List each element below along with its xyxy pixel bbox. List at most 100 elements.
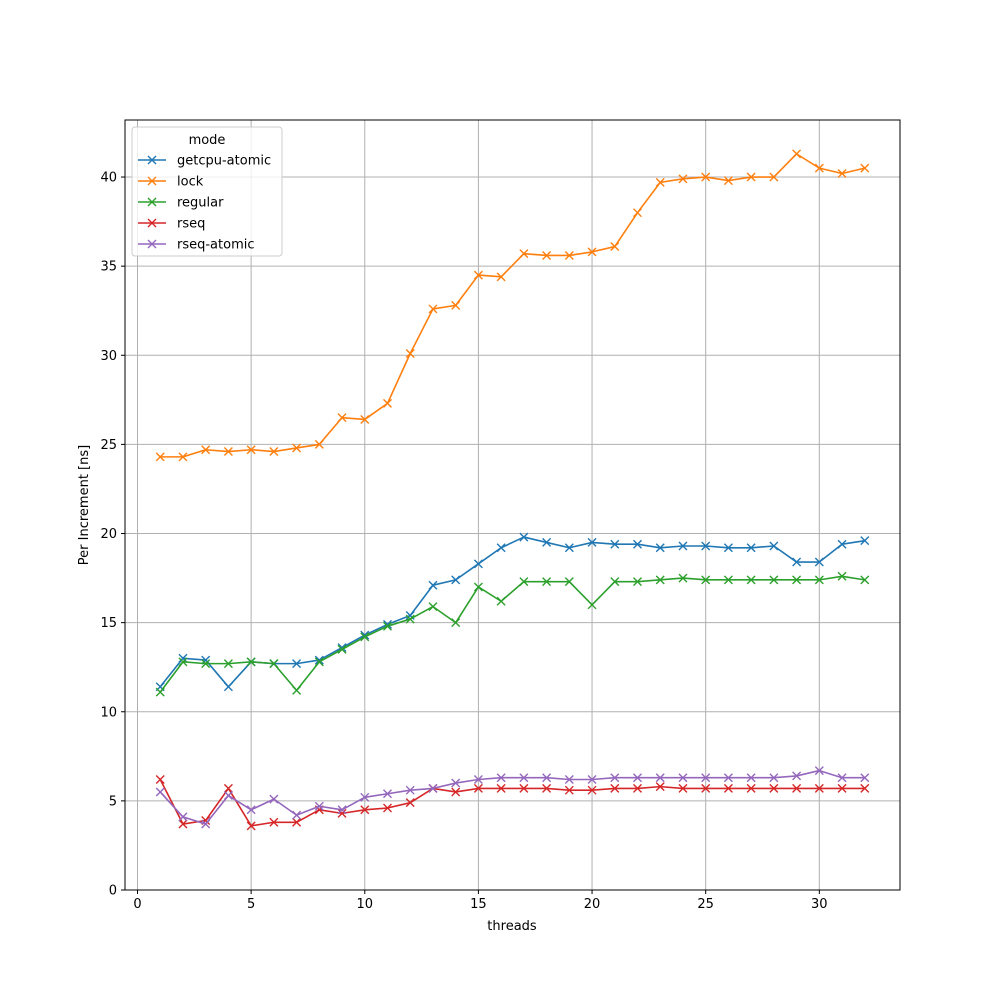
data-point [496, 272, 506, 282]
y-tick-label: 35 [100, 260, 117, 275]
data-point [655, 575, 665, 585]
data-point [837, 168, 847, 178]
data-point [633, 773, 642, 783]
data-point [155, 687, 165, 697]
data-point [723, 783, 733, 793]
data-point [587, 774, 597, 784]
x-tick-label: 30 [811, 897, 828, 912]
data-point [837, 783, 847, 793]
data-point [360, 632, 370, 642]
data-point [337, 644, 347, 654]
data-point [451, 618, 461, 628]
data-point [564, 250, 574, 260]
series-line-lock [160, 153, 865, 458]
x-tick-label: 25 [697, 897, 714, 912]
legend-label: rseq-atomic [177, 238, 255, 253]
data-point [814, 766, 824, 776]
data-point [655, 773, 665, 783]
data-point [837, 539, 847, 549]
data-point [769, 575, 779, 585]
legend-label: getcpu-atomic [177, 154, 271, 169]
plot-frame [124, 119, 901, 891]
data-point [701, 172, 711, 182]
legend-item-rseq-atomic: rseq-atomic [138, 238, 255, 253]
data-point [519, 577, 529, 587]
series-rseq-atomic [155, 766, 870, 829]
x-tick-label: 20 [584, 897, 601, 912]
data-point [451, 300, 461, 310]
data-point [610, 783, 620, 793]
data-point [610, 242, 620, 252]
data-point [428, 580, 438, 590]
y-tick-label: 30 [100, 349, 117, 364]
y-tick-label: 15 [100, 616, 117, 631]
data-point [746, 575, 756, 585]
data-point [701, 541, 711, 551]
data-point [633, 783, 642, 793]
data-point [814, 783, 824, 793]
x-tick-label: 0 [133, 897, 141, 912]
data-point [746, 543, 756, 553]
data-point [314, 657, 324, 667]
data-point [292, 659, 302, 669]
legend-marker [147, 218, 157, 228]
legend-item-getcpu-atomic: getcpu-atomic [138, 154, 271, 169]
data-point [519, 773, 529, 783]
data-point [246, 657, 256, 667]
data-point [314, 801, 324, 811]
data-point [155, 452, 165, 462]
data-point [701, 773, 711, 783]
data-point [542, 783, 552, 793]
data-point [269, 817, 279, 827]
data-point [701, 575, 711, 585]
data-point [405, 614, 415, 624]
data-point [246, 821, 256, 831]
data-point [678, 573, 688, 583]
series-line-rseq-atomic [159, 769, 865, 825]
data-point [678, 541, 688, 551]
data-point [473, 270, 483, 280]
data-point [473, 783, 483, 793]
series-line-getcpu-atomic [159, 536, 865, 688]
data-point [860, 773, 870, 783]
legend-title: mode [189, 133, 226, 148]
x-tick-label: 5 [247, 897, 255, 912]
data-point [201, 445, 211, 455]
data-point [428, 783, 438, 793]
y-tick-label: 0 [109, 884, 117, 899]
data-point [837, 773, 847, 783]
legend-marker [147, 239, 157, 249]
data-point [564, 774, 574, 784]
data-point [405, 349, 415, 358]
data-point [496, 596, 506, 606]
data-point [587, 247, 597, 257]
data-point [678, 783, 688, 793]
data-point [428, 304, 438, 314]
data-point [201, 819, 211, 829]
legend-marker [147, 197, 157, 207]
data-point [269, 447, 279, 457]
data-point [814, 575, 824, 585]
data-point [337, 805, 347, 815]
data-point [723, 543, 733, 553]
data-point [223, 791, 233, 801]
data-point [587, 537, 597, 547]
data-point [769, 783, 779, 793]
data-point [246, 445, 256, 455]
series-regular [155, 571, 870, 697]
data-point [564, 785, 574, 795]
data-point [746, 783, 756, 793]
data-point [542, 537, 552, 547]
data-point [292, 443, 302, 453]
data-point [769, 172, 779, 182]
data-point [292, 810, 302, 820]
series-lock [155, 149, 870, 462]
data-point [337, 808, 347, 818]
data-point [473, 774, 483, 784]
data-point [201, 659, 211, 669]
y-axis-label: Per Increment [ns] [77, 445, 92, 565]
data-point [473, 559, 483, 569]
data-point [360, 414, 370, 424]
legend-item-rseq: rseq [138, 217, 205, 232]
data-point [814, 163, 824, 173]
